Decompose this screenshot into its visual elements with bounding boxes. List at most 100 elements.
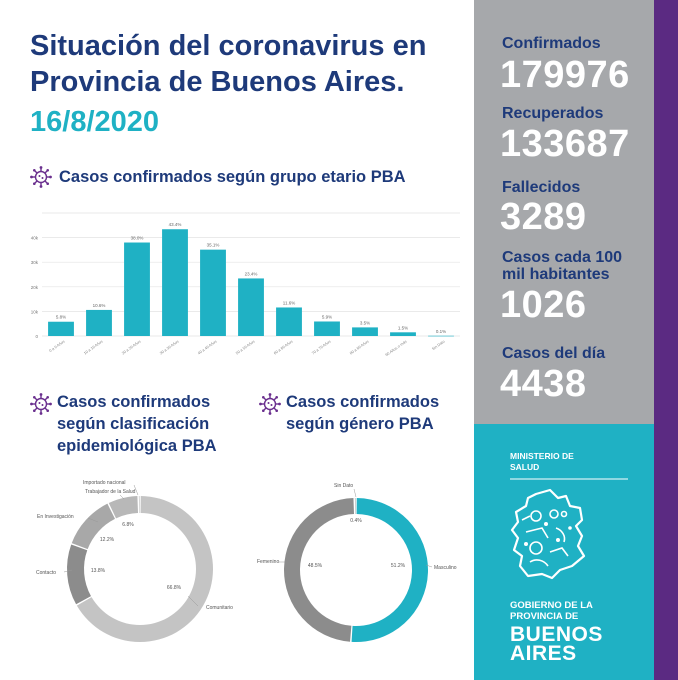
donut-slice [108, 496, 139, 519]
gender-donut-chart: 51.2% 48.5% 0.4% Masculino Femenino Sin Dato [257, 483, 457, 642]
gobierno-label-line2: PROVINCIA DE [510, 611, 579, 622]
ministerio-label-line2: SALUD [510, 462, 540, 472]
leader-line [87, 517, 99, 523]
bar-value-label: 23.4% [245, 271, 258, 276]
slice-value-label: 0.4% [350, 518, 362, 524]
aires-label: AIRES [510, 642, 577, 665]
bar-value-label: 10.6% [93, 303, 106, 308]
leader-line [425, 564, 433, 568]
bar [428, 335, 454, 337]
slice-category-label: Contacto [36, 570, 56, 576]
confirmados-label: Confirmados [502, 35, 601, 52]
slice-value-label: 51.2% [391, 563, 406, 569]
bar-value-label: 38.0% [131, 236, 144, 241]
y-tick-label: 30k [31, 260, 39, 265]
gender-chart-title-line2: según género PBA [286, 415, 434, 433]
virus-icon [30, 393, 52, 415]
donut-slice [71, 503, 115, 550]
donut-slice [284, 498, 355, 642]
bar [200, 249, 226, 336]
province-map-logo [510, 488, 586, 580]
leader-line [63, 569, 73, 573]
epi-chart-title-line2: según clasificación [57, 415, 210, 433]
slice-category-label: Importado nacional [83, 480, 126, 486]
leader-line [119, 494, 125, 500]
casos-100mil-value: 1026 [500, 284, 587, 326]
slice-value-label: 6.8% [122, 522, 134, 528]
bar [124, 242, 150, 336]
casos-100mil-label-line1: Casos cada 100 [502, 249, 623, 266]
slice-category-label: En Investigación [37, 514, 74, 520]
casos-100mil-label-line2: mil habitantes [502, 266, 610, 283]
x-tick-label: 30 a 39 Años [159, 339, 180, 355]
page-title-line1: Situación del coronavirus en [30, 30, 427, 62]
bar [162, 229, 188, 336]
x-tick-label: 50 a 59 Años [235, 339, 256, 355]
slice-value-label: 66.8% [167, 585, 182, 591]
x-tick-label: 60 a 69 Años [273, 339, 294, 355]
accent-strip [654, 0, 678, 680]
x-tick-label: 20 a 29 Años [121, 339, 142, 355]
fallecidos-label: Fallecidos [502, 179, 581, 196]
x-tick-label: 70 a 79 Años [311, 339, 332, 355]
slice-category-label: Trabajador de la Salud [85, 489, 136, 495]
virus-icon [30, 166, 52, 188]
slice-category-label: Sin Dato [334, 483, 353, 489]
ministerio-underline [510, 478, 628, 480]
report-date: 16/8/2020 [30, 106, 160, 138]
slice-value-label: 48.5% [308, 563, 323, 569]
slice-category-label: Comunitario [206, 605, 233, 611]
donut-slice [67, 544, 91, 605]
slice-value-label: 13.8% [91, 568, 106, 574]
bar [390, 332, 416, 336]
bar [352, 327, 378, 336]
y-tick-label: 0 [35, 334, 38, 339]
bar [238, 278, 264, 336]
bar-value-label: 11.6% [283, 300, 295, 305]
recuperados-value: 133687 [500, 123, 630, 165]
y-tick-label: 10k [31, 309, 39, 314]
bar-value-label: 43.4% [169, 222, 182, 227]
stats-panel [474, 0, 654, 424]
x-tick-label: 40 a 49 Años [197, 339, 218, 355]
age-bar-chart: 0 10k 20k 30k 40k 5.8% 0 a 9 Años 10.6% 10 a 19 … [31, 212, 460, 357]
x-tick-label: 0 a 9 Años [49, 339, 66, 353]
buenos-label: BUENOS [510, 623, 603, 646]
page-title-line2: Provincia de Buenos Aires. [30, 66, 405, 98]
bar [276, 307, 302, 336]
bar-value-label: 35.1% [207, 243, 220, 248]
leader-line [353, 488, 357, 498]
casos-dia-value: 4438 [500, 363, 587, 405]
epi-chart-title-line3: epidemiológica PBA [57, 437, 217, 455]
age-chart-title: Casos confirmados según grupo etario PBA [59, 168, 406, 186]
bar [314, 321, 340, 336]
bar-value-label: 1.5% [398, 325, 408, 330]
bar [48, 321, 74, 336]
slice-value-label: 12.2% [100, 537, 115, 543]
fallecidos-value: 3289 [500, 196, 587, 238]
x-tick-label: 10 a 19 Años [83, 339, 104, 355]
bar-value-label: 0.1% [436, 329, 446, 334]
slice-category-label: Masculino [434, 565, 457, 571]
leader-line [133, 484, 139, 496]
gender-chart-title-line1: Casos confirmados [286, 393, 440, 411]
slice-category-label: Femenino [257, 559, 279, 565]
casos-dia-label: Casos del día [502, 345, 606, 362]
x-tick-label: 80 a 89 Años [349, 339, 370, 355]
confirmados-value: 179976 [500, 54, 630, 96]
bar-value-label: 5.9% [322, 314, 332, 319]
y-tick-label: 40k [31, 236, 39, 241]
bar-value-label: 3.5% [360, 320, 370, 325]
bar [86, 309, 112, 336]
virus-icon [259, 393, 281, 415]
bar-value-label: 5.8% [56, 315, 66, 320]
epi-chart-title-line1: Casos confirmados [57, 393, 211, 411]
x-tick-label: Sin Dato [431, 340, 445, 352]
ministerio-label-line1: MINISTERIO DE [510, 451, 574, 461]
epi-donut-chart: 66.8% 13.8% 12.2% 6.8% Comunitario Contacto En… [36, 480, 233, 642]
x-tick-label: 90 Años o más [385, 339, 408, 357]
gobierno-label-line1: GOBIERNO DE LA [510, 600, 593, 611]
y-tick-label: 20k [31, 285, 39, 290]
recuperados-label: Recuperados [502, 105, 604, 122]
donut-slice [351, 498, 429, 642]
